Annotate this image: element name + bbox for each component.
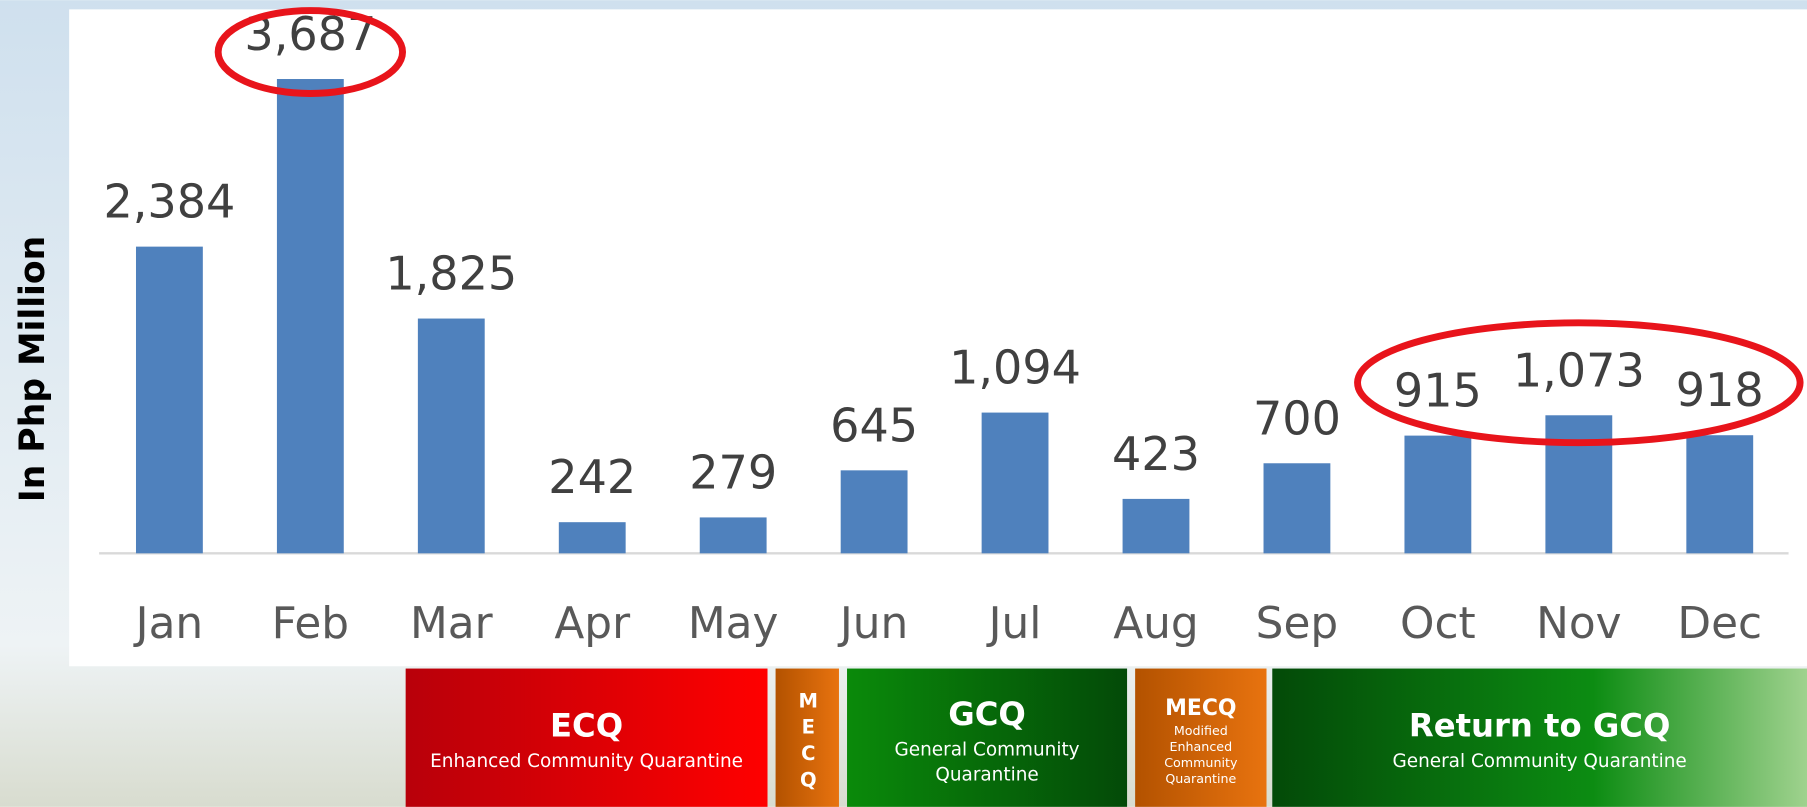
- x-tick-label: Mar: [410, 598, 493, 649]
- highlight-circle: [214, 7, 406, 97]
- bar: [276, 79, 344, 554]
- value-label: 242: [548, 450, 636, 504]
- period-subtitle: Modified Enhanced Community Quarantine: [1164, 722, 1238, 785]
- bar: [1122, 498, 1190, 554]
- x-tick-label: Jan: [133, 598, 203, 649]
- period-band: [1272, 668, 1807, 807]
- period-band: [405, 668, 768, 807]
- value-label: 1,073: [1513, 343, 1645, 397]
- period-subtitle: General Community Quarantine: [895, 739, 1080, 785]
- x-tick-label: Sep: [1256, 598, 1339, 649]
- bar: [840, 470, 908, 554]
- period-title: MECQ: [1165, 696, 1236, 721]
- bar: [699, 517, 767, 554]
- bar: [558, 522, 626, 554]
- value-label: 279: [689, 445, 777, 499]
- period-band: [775, 668, 839, 807]
- x-tick-label: Dec: [1677, 598, 1762, 649]
- bar: [1686, 435, 1754, 554]
- value-label: 1,825: [385, 247, 517, 301]
- period-title: MECQ: [797, 689, 820, 795]
- value-label: 2,384: [103, 175, 235, 229]
- bar: [1545, 415, 1613, 554]
- bar: [981, 412, 1049, 554]
- bar: [135, 246, 203, 554]
- y-axis-label: In Php Million: [13, 236, 53, 502]
- bar: [417, 318, 485, 554]
- x-tick-label: May: [688, 598, 779, 649]
- x-tick-label: Oct: [1400, 598, 1476, 649]
- period-title: Return to GCQ: [1409, 706, 1671, 744]
- x-tick-label: Feb: [272, 598, 350, 649]
- value-label: 918: [1676, 363, 1764, 417]
- period-subtitle: General Community Quarantine: [1392, 751, 1686, 772]
- period-band: [847, 668, 1128, 807]
- bar: [1404, 435, 1472, 554]
- bar: [1263, 463, 1331, 554]
- x-tick-label: Jul: [986, 598, 1042, 649]
- value-label: 915: [1394, 364, 1482, 418]
- x-tick-label: Aug: [1113, 598, 1199, 649]
- value-label: 1,094: [949, 341, 1081, 395]
- period-title: GCQ: [948, 695, 1026, 733]
- x-tick-label: Apr: [554, 598, 630, 649]
- plot-area: [69, 9, 1807, 667]
- highlight-circle: [1354, 319, 1804, 447]
- period-title: ECQ: [550, 706, 623, 744]
- value-label: 645: [830, 398, 918, 452]
- value-label: 423: [1112, 427, 1200, 481]
- period-band: [1135, 668, 1267, 807]
- value-label: 700: [1253, 391, 1341, 445]
- x-tick-label: Jun: [837, 598, 908, 649]
- period-subtitle: Enhanced Community Quarantine: [430, 751, 743, 772]
- x-tick-label: Nov: [1536, 598, 1621, 649]
